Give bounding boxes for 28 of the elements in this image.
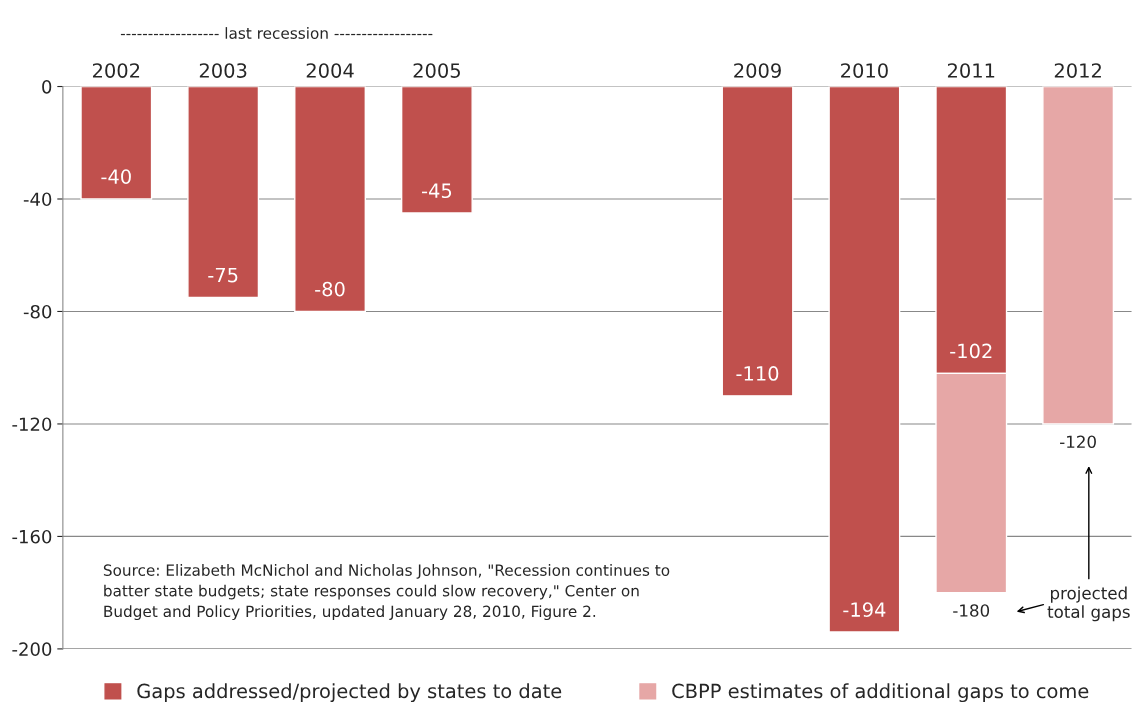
total-label: -180 [953,604,990,617]
y-tick-label: -40 [23,192,52,207]
x-tick-label: 2011 [947,63,995,78]
y-tick-label: 0 [42,79,52,94]
y-tick-label: -200 [12,642,52,657]
x-tick-label: 2003 [199,63,247,78]
x-tick-label: 2005 [413,63,460,78]
data-label: -110 [736,366,779,381]
legend-label: CBPP estimates of additional gaps to come [672,683,1089,703]
data-label: -80 [315,281,345,297]
x-tick-label: 2009 [734,63,781,78]
data-label: -45 [421,183,452,199]
legend-label: Gaps addressed/projected by states to date [137,683,562,703]
x-tick-label: 2004 [306,63,354,78]
x-tick-label: 2012 [1054,63,1101,78]
data-label: -194 [843,602,886,618]
data-label: -40 [101,169,131,184]
annotation: projected total gaps [1047,586,1130,622]
data-label: -75 [208,267,238,283]
annotation: Source: Elizabeth McNichol and Nicholas Johnson, "Recession continues to batter state budgets; state responses could slow recovery," Center on Budget and Policy Priorities, updated January 28, 2010, Figure 2. [103,564,670,621]
x-tick-label: 2010 [841,63,888,78]
data-label: -102 [950,343,992,359]
x-tick-label: 2002 [92,63,140,78]
text: ------------------ last recession ------------------ [120,27,433,39]
total-label: -120 [1060,435,1096,449]
y-tick-label: -120 [12,417,52,432]
y-tick-label: -160 [12,529,52,544]
y-tick-label: -80 [23,304,52,319]
